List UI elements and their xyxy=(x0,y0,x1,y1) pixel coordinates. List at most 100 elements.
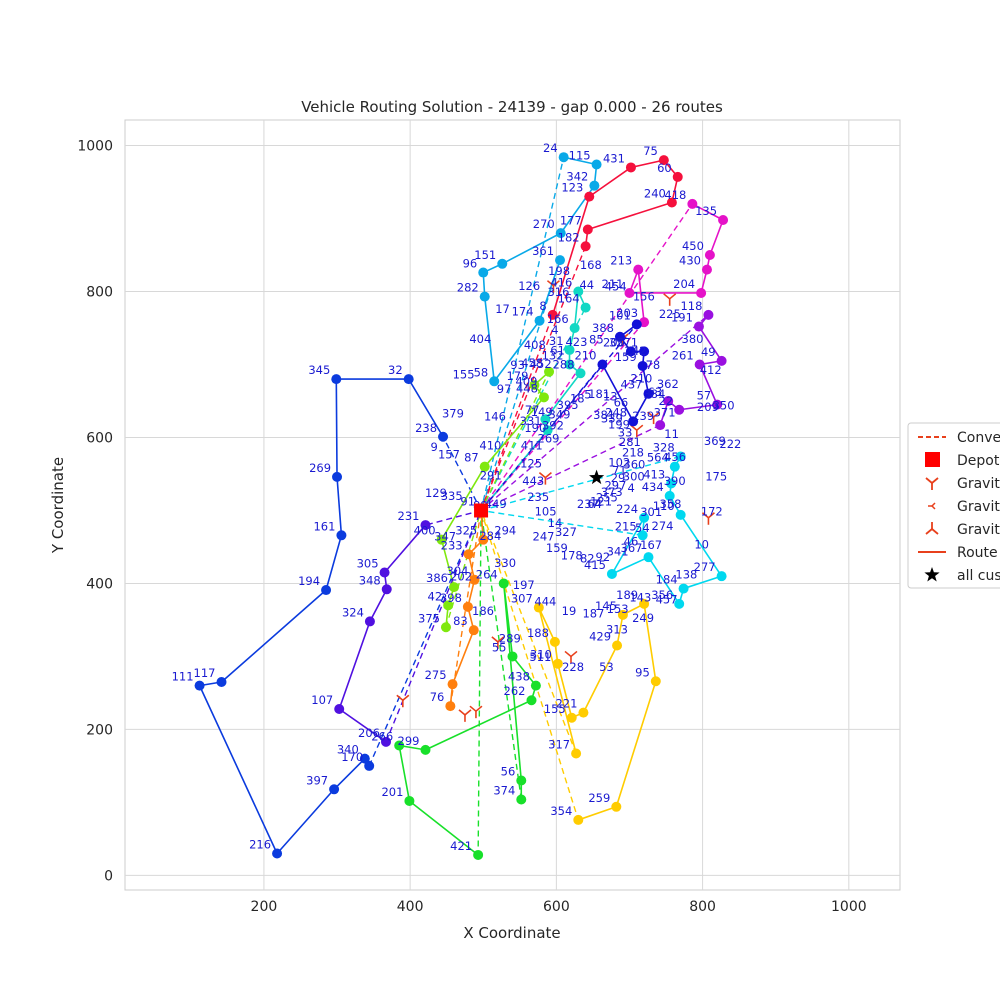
customer-nodes xyxy=(194,152,729,860)
node-label: 443 xyxy=(522,474,544,488)
customer-node xyxy=(578,707,589,718)
node-label: 178 xyxy=(561,549,583,563)
node-label: 415 xyxy=(584,558,606,572)
node-label: 380 xyxy=(682,332,704,346)
customer-node xyxy=(381,584,392,595)
node-label: 282 xyxy=(457,281,479,295)
node-label: 19 xyxy=(562,604,577,618)
node-label: 170 xyxy=(341,750,363,764)
node-label: 123 xyxy=(561,181,583,195)
chart-title: Vehicle Routing Solution - 24139 - gap 0… xyxy=(301,98,723,116)
node-label: 384 xyxy=(643,387,665,401)
node-label: 13 xyxy=(603,390,618,404)
legend-icon-arm xyxy=(925,477,933,484)
customer-node xyxy=(436,534,447,545)
customer-node xyxy=(526,695,537,706)
node-label: 188 xyxy=(527,626,549,640)
node-label: 56 xyxy=(501,765,516,779)
depot-connector xyxy=(480,510,522,800)
customer-node xyxy=(216,676,227,687)
node-label: 198 xyxy=(548,264,570,278)
node-label: 388 xyxy=(592,321,614,335)
route-line xyxy=(398,582,537,856)
customer-node xyxy=(675,451,686,462)
gravity-marker xyxy=(564,650,578,664)
node-label: 76 xyxy=(430,690,445,704)
gravity-marker-arm xyxy=(475,705,483,712)
legend-icon-arm xyxy=(931,477,939,484)
node-label: 58 xyxy=(474,365,489,379)
gravity-marker-arm xyxy=(570,650,578,658)
node-label: 397 xyxy=(306,773,328,787)
customer-node xyxy=(612,640,623,651)
node-label: 55 xyxy=(492,640,507,654)
node-label: 204 xyxy=(673,277,695,291)
node-label: 416 xyxy=(550,276,572,290)
node-label: 349 xyxy=(548,407,570,421)
customer-node xyxy=(687,198,698,209)
node-label: 339 xyxy=(601,412,623,426)
customer-node xyxy=(420,744,431,755)
customer-node xyxy=(573,286,584,297)
node-label: 423 xyxy=(565,335,587,349)
customer-node xyxy=(534,315,545,326)
node-labels: 2383234526916119411711121639734017024115… xyxy=(172,141,742,853)
node-label: 199 xyxy=(608,417,630,431)
customer-node xyxy=(479,291,490,302)
node-label: 64 xyxy=(587,497,602,511)
node-label: 61 xyxy=(550,343,565,357)
customer-node xyxy=(364,760,375,771)
node-label: 269 xyxy=(309,461,331,475)
customer-node xyxy=(625,346,636,357)
node-label: 316 xyxy=(547,285,569,299)
node-label: 168 xyxy=(580,258,602,272)
node-label: 31 xyxy=(549,334,564,348)
customer-node xyxy=(704,250,715,261)
y-tick-label: 800 xyxy=(86,285,113,301)
node-label: 367 xyxy=(621,541,643,555)
customer-node xyxy=(533,602,544,613)
node-label: 121 xyxy=(590,494,612,508)
node-label: 155 xyxy=(453,367,475,381)
customer-node xyxy=(555,255,566,266)
route-line xyxy=(482,156,598,383)
node-label: 35 xyxy=(609,335,624,349)
node-label: 274 xyxy=(652,519,674,533)
node-label: 175 xyxy=(705,469,727,483)
node-label: 371 xyxy=(654,406,676,420)
node-label: 77 xyxy=(525,403,540,417)
node-label: 96 xyxy=(463,257,478,271)
node-label: 392 xyxy=(542,419,564,433)
x-tick-label: 400 xyxy=(397,899,424,915)
node-label: 242 xyxy=(625,344,647,358)
node-label: 348 xyxy=(359,573,381,587)
depot-connector xyxy=(480,510,577,754)
customer-node xyxy=(445,701,456,712)
node-label: 327 xyxy=(555,525,577,539)
gravity-marker xyxy=(538,472,552,485)
customer-node xyxy=(628,416,639,427)
customer-node xyxy=(542,425,553,436)
grid-lines xyxy=(125,120,900,890)
node-label: 386 xyxy=(426,571,448,585)
customer-node xyxy=(478,267,489,278)
node-label: 247 xyxy=(533,530,555,544)
customer-node xyxy=(666,478,677,489)
node-label: 87 xyxy=(464,451,479,465)
node-label: 266 xyxy=(371,729,393,743)
route-line xyxy=(198,378,444,855)
customer-node xyxy=(643,552,654,563)
node-label: 202 xyxy=(450,570,472,584)
node-label: 375 xyxy=(418,611,440,625)
node-label: 105 xyxy=(535,504,557,518)
node-label: 156 xyxy=(633,289,655,303)
customer-node xyxy=(507,651,518,662)
node-label: 350 xyxy=(713,398,735,412)
gravity-marker xyxy=(491,636,505,649)
centroid-star xyxy=(589,469,605,485)
customer-node xyxy=(564,359,575,370)
node-label: 44 xyxy=(579,278,594,292)
legend-star-icon xyxy=(924,567,940,582)
customer-node xyxy=(540,414,551,425)
customer-node xyxy=(443,600,454,611)
